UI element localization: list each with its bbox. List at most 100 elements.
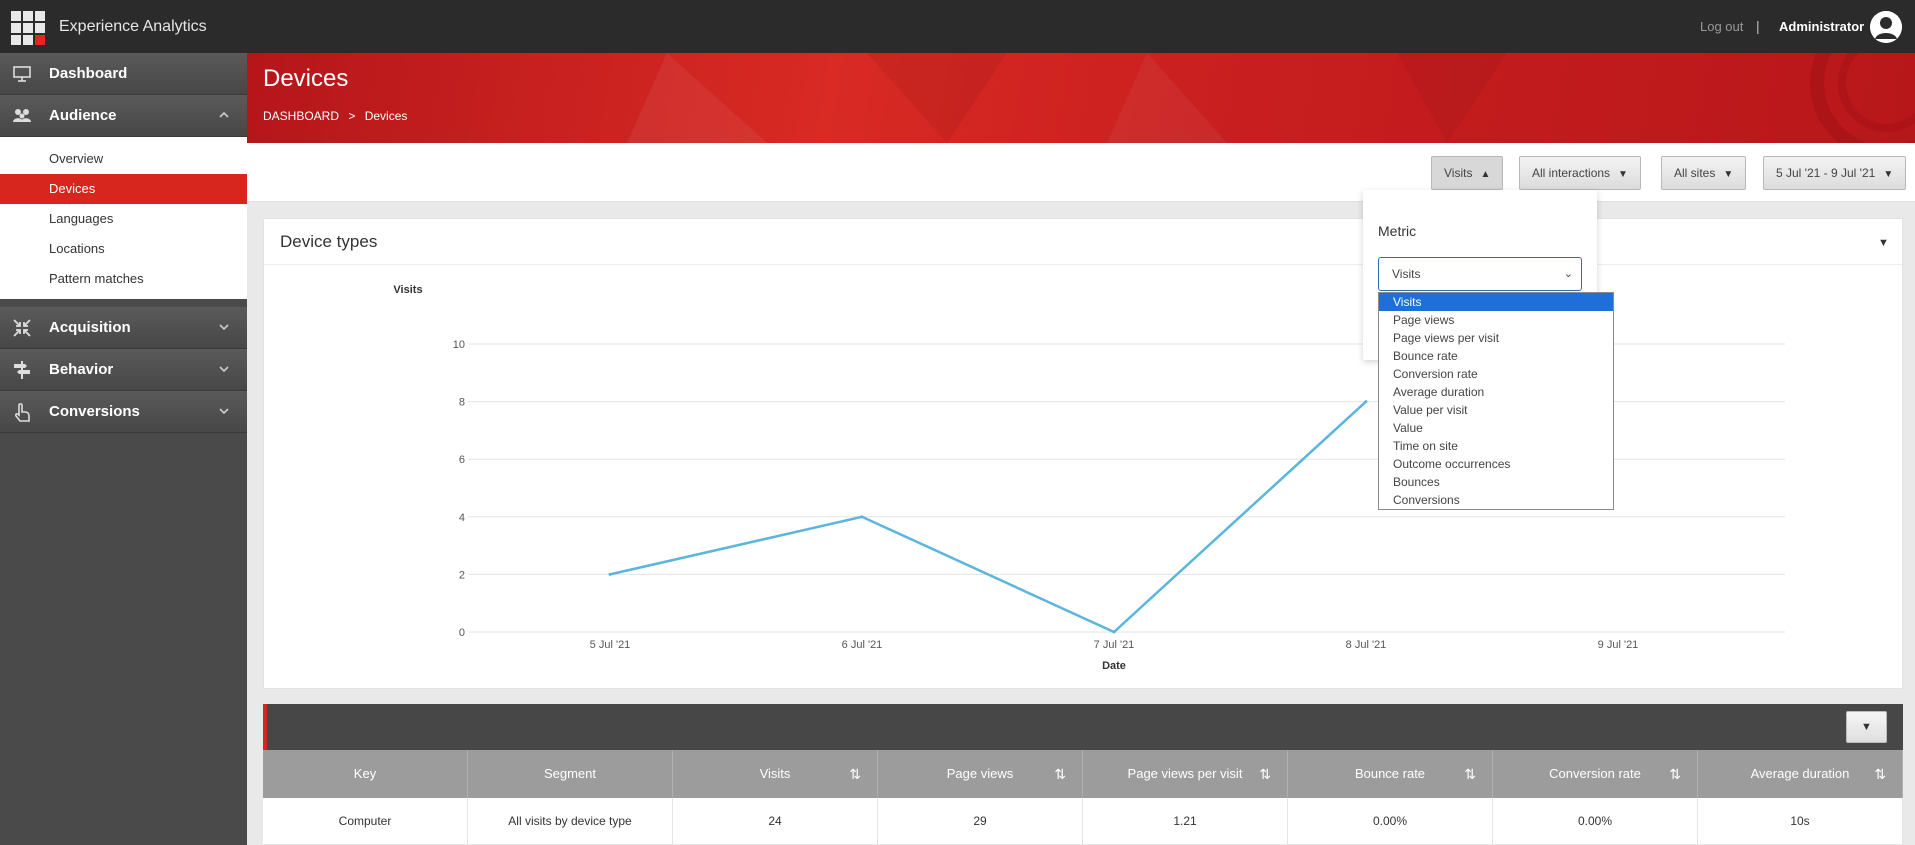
breadcrumb-current: Devices bbox=[364, 109, 408, 123]
filter-toolbar: Visits ▲ All interactions ▼ All sites ▼ 5 J… bbox=[247, 143, 1915, 202]
metric-filter-button[interactable]: Visits ▲ bbox=[1431, 156, 1504, 190]
logout-link[interactable]: Log out bbox=[1700, 19, 1744, 34]
avatar-icon[interactable] bbox=[1870, 11, 1902, 43]
sidebar-item-behavior[interactable]: Behavior bbox=[0, 349, 247, 391]
table-collapse-button[interactable]: ▼ bbox=[1846, 711, 1887, 743]
triangle-down-icon: ▼ bbox=[1618, 169, 1628, 180]
sidebar-item-devices[interactable]: Devices bbox=[0, 174, 247, 204]
metric-option[interactable]: Time on site bbox=[1393, 439, 1458, 453]
column-header[interactable]: Visits ⇅ bbox=[673, 750, 878, 798]
app-launcher-icon[interactable] bbox=[11, 11, 45, 45]
chevron-up-icon bbox=[219, 111, 229, 118]
y-tick-label: 10 bbox=[453, 339, 465, 351]
column-header[interactable]: Page views ⇅ bbox=[878, 750, 1083, 798]
sort-icon[interactable]: ⇅ bbox=[849, 766, 861, 782]
breadcrumb-dashboard[interactable]: DASHBOARD bbox=[263, 109, 340, 123]
metric-label: Metric bbox=[1378, 223, 1417, 239]
top-bar: Experience Analytics Log out | Administr… bbox=[0, 0, 1915, 53]
y-tick-label: 2 bbox=[459, 569, 465, 581]
sidebar-item-label: Conversions bbox=[49, 403, 140, 420]
metric-option[interactable]: Bounce rate bbox=[1393, 349, 1458, 363]
breadcrumb-separator: > bbox=[348, 109, 356, 123]
sort-icon[interactable]: ⇅ bbox=[1259, 766, 1271, 782]
triangle-down-icon: ▼ bbox=[1883, 169, 1894, 180]
table-cell: Computer bbox=[263, 798, 468, 845]
metric-option[interactable]: Visits bbox=[1379, 293, 1613, 311]
column-header-label: Page views per visit bbox=[1127, 766, 1243, 781]
interactions-filter-button[interactable]: All interactions ▼ bbox=[1519, 156, 1641, 190]
sidebar-item-label: Acquisition bbox=[49, 319, 131, 336]
date-range-button[interactable]: 5 Jul '21 - 9 Jul '21 ▼ bbox=[1763, 156, 1907, 190]
app-title: Experience Analytics bbox=[59, 18, 207, 35]
sidebar-item-conversions[interactable]: Conversions bbox=[0, 391, 247, 433]
table-row[interactable]: Computer All visits by device type 24 29 1.2… bbox=[263, 798, 1903, 845]
audience-subnav: Overview Devices Languages Locations Pat… bbox=[0, 137, 247, 299]
sidebar-item-locations[interactable]: Locations bbox=[49, 241, 105, 256]
metric-option[interactable]: Bounces bbox=[1393, 475, 1440, 489]
column-header[interactable]: Average duration ⇅ bbox=[1698, 750, 1903, 798]
table-cell: 0.00% bbox=[1493, 798, 1698, 845]
chevron-down-icon: ⌄ bbox=[1563, 268, 1573, 280]
metric-select[interactable]: Visits ⌄ bbox=[1378, 257, 1582, 291]
column-header[interactable]: Bounce rate ⇅ bbox=[1288, 750, 1493, 798]
column-header[interactable]: Segment bbox=[468, 750, 673, 798]
metric-option[interactable]: Page views per visit bbox=[1393, 331, 1500, 345]
touch-icon bbox=[14, 403, 30, 422]
sidebar-item-acquisition[interactable]: Acquisition bbox=[0, 307, 247, 349]
column-header-label: Page views bbox=[946, 766, 1014, 781]
metric-option[interactable]: Page views bbox=[1393, 313, 1455, 327]
data-point bbox=[860, 515, 864, 519]
table-columns: Key Segment Visits ⇅ Page views ⇅ Page views p… bbox=[263, 750, 1903, 798]
sites-filter-label: All sites bbox=[1674, 166, 1716, 180]
table-cell: 29 bbox=[878, 798, 1083, 845]
collapse-toggle-icon[interactable]: ▼ bbox=[1878, 237, 1889, 249]
column-header[interactable]: Page views per visit ⇅ bbox=[1083, 750, 1288, 798]
sort-icon[interactable]: ⇅ bbox=[1464, 766, 1476, 782]
device-types-panel: Device types ▼ bbox=[263, 218, 1903, 689]
page-title: Devices bbox=[263, 65, 349, 92]
column-header-label: Conversion rate bbox=[1549, 766, 1641, 781]
metric-option[interactable]: Conversion rate bbox=[1393, 367, 1478, 381]
sort-icon[interactable]: ⇅ bbox=[1054, 766, 1066, 782]
sidebar-item-audience[interactable]: Audience bbox=[0, 95, 247, 137]
series-line bbox=[609, 400, 1367, 634]
column-header-label: Key bbox=[353, 766, 377, 781]
column-header-label: Visits bbox=[759, 766, 791, 781]
data-point bbox=[1112, 630, 1116, 634]
sites-filter-button[interactable]: All sites ▼ bbox=[1661, 156, 1747, 190]
data-point bbox=[1364, 400, 1368, 404]
table-cell: 0.00% bbox=[1288, 798, 1493, 845]
chevron-down-icon bbox=[219, 324, 229, 331]
metric-option[interactable]: Value per visit bbox=[1393, 403, 1468, 417]
sidebar-item-languages[interactable]: Languages bbox=[49, 211, 114, 226]
metric-option[interactable]: Average duration bbox=[1393, 385, 1485, 399]
panel-header: Device types ▼ bbox=[264, 219, 1902, 265]
column-header[interactable]: Key bbox=[263, 750, 468, 798]
metric-select-value: Visits bbox=[1392, 267, 1421, 281]
metric-option[interactable]: Conversions bbox=[1393, 493, 1460, 507]
sidebar-item-pattern-matches[interactable]: Pattern matches bbox=[49, 271, 144, 286]
y-tick-label: 0 bbox=[459, 627, 465, 639]
user-name[interactable]: Administrator bbox=[1779, 19, 1865, 34]
panel-title: Device types bbox=[280, 232, 378, 251]
date-range-label: 5 Jul '21 - 9 Jul '21 bbox=[1776, 166, 1876, 180]
people-icon bbox=[13, 109, 31, 122]
column-header[interactable]: Conversion rate ⇅ bbox=[1493, 750, 1698, 798]
y-axis-label: Visits bbox=[393, 284, 422, 296]
table-header-bar bbox=[263, 704, 1903, 750]
column-header-label: Segment bbox=[543, 766, 597, 781]
column-header-label: Average duration bbox=[1750, 766, 1850, 781]
sidebar-item-overview[interactable]: Overview bbox=[49, 151, 104, 166]
table-cell: 24 bbox=[673, 798, 878, 845]
metric-option[interactable]: Value bbox=[1393, 421, 1423, 435]
chevron-down-icon bbox=[219, 408, 229, 415]
sidebar-item-dashboard[interactable]: Dashboard bbox=[0, 53, 247, 95]
arrows-in-icon bbox=[13, 319, 31, 337]
metric-options-list: Visits Page views Page views per visit Boun… bbox=[1378, 292, 1614, 510]
chevron-down-icon bbox=[219, 366, 229, 373]
sort-icon[interactable]: ⇅ bbox=[1874, 766, 1886, 782]
metric-filter-label: Visits bbox=[1444, 166, 1473, 180]
metric-option[interactable]: Outcome occurrences bbox=[1393, 457, 1511, 471]
y-tick-label: 8 bbox=[459, 397, 465, 409]
sort-icon[interactable]: ⇅ bbox=[1669, 766, 1681, 782]
